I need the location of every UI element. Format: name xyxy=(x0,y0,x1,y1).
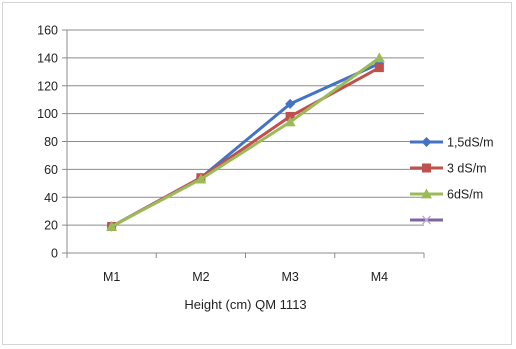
data-point xyxy=(375,63,384,72)
legend-marker xyxy=(422,164,431,173)
y-tick-label: 140 xyxy=(37,51,58,65)
y-tick-label: 40 xyxy=(44,191,58,205)
y-tick-label: 0 xyxy=(51,247,58,261)
legend-label: 1,5dS/m xyxy=(447,136,494,150)
x-tick-label: M2 xyxy=(192,270,209,284)
gridlines xyxy=(67,30,424,225)
legend-label: 6dS/m xyxy=(447,188,483,202)
y-tick-label: 20 xyxy=(44,219,58,233)
x-axis: M1 M2 M3 M4 xyxy=(67,253,424,284)
legend: 1,5dS/m 3 dS/m 6dS/m xyxy=(410,136,494,225)
legend-item xyxy=(410,216,443,224)
x-tick-label: M4 xyxy=(371,270,388,284)
y-tick-label: 80 xyxy=(44,135,58,149)
legend-label: 3 dS/m xyxy=(447,162,487,176)
legend-item: 3 dS/m xyxy=(410,162,487,176)
y-tick-label: 160 xyxy=(37,24,58,38)
legend-marker xyxy=(422,137,432,147)
y-tick-label: 100 xyxy=(37,107,58,121)
data-point xyxy=(374,52,385,62)
legend-item: 1,5dS/m xyxy=(410,136,494,150)
x-tick-label: M1 xyxy=(103,270,120,284)
y-tick-label: 60 xyxy=(44,163,58,177)
series-line xyxy=(112,68,380,227)
y-tick-label: 120 xyxy=(37,79,58,93)
x-tick-label: M3 xyxy=(281,270,298,284)
legend-item: 6dS/m xyxy=(410,188,483,202)
x-axis-label: Height (cm) QM 1113 xyxy=(184,297,306,312)
y-axis: 0 20 40 60 80 100 120 140 160 xyxy=(37,24,67,261)
